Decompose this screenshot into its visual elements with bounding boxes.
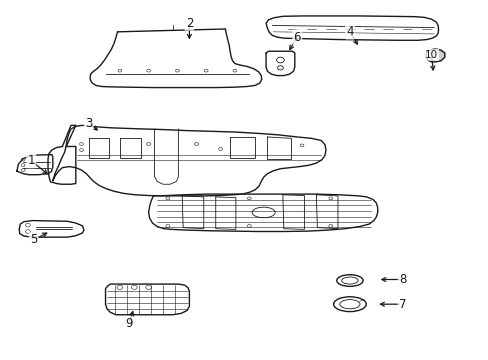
Text: 4: 4: [346, 25, 353, 38]
Text: 7: 7: [398, 298, 406, 311]
Polygon shape: [425, 49, 444, 62]
Text: 1: 1: [27, 154, 35, 167]
Text: 8: 8: [398, 273, 406, 286]
Text: 10: 10: [424, 50, 437, 60]
Text: 9: 9: [124, 318, 132, 330]
Text: 2: 2: [185, 17, 193, 30]
Text: 3: 3: [85, 117, 92, 130]
Text: 6: 6: [293, 31, 300, 44]
Text: 5: 5: [30, 234, 37, 247]
